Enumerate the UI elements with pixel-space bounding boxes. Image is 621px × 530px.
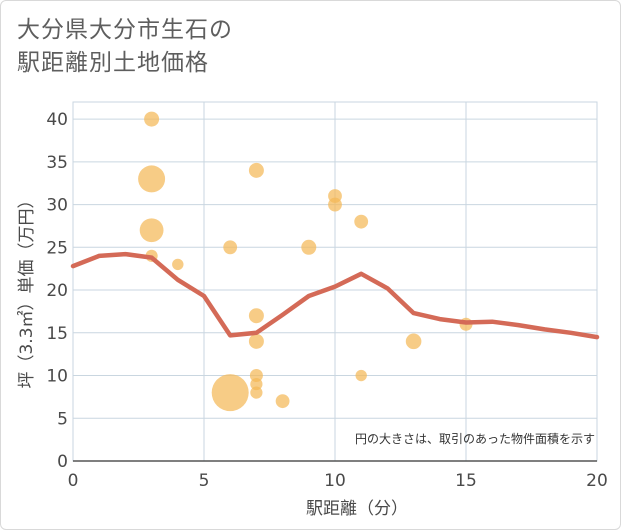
trend-line-layer (70, 251, 600, 340)
bubble-point-12 (250, 386, 263, 399)
bubble-point-13 (275, 394, 290, 409)
y-tick-label: 5 (57, 409, 68, 429)
bubble-point-18 (355, 369, 367, 382)
x-tick-label: 0 (68, 471, 79, 491)
bubble-point-11 (250, 377, 263, 391)
bubble-point-2 (139, 218, 164, 243)
grid (72, 101, 598, 462)
chart-title-line-2: 駅距離別土地価格 (17, 50, 209, 76)
bubble-point-14 (301, 239, 317, 255)
trend-line (70, 251, 600, 340)
bubble-point-17 (354, 214, 369, 229)
y-tick-label: 0 (57, 452, 68, 472)
x-tick-label: 20 (586, 471, 608, 491)
x-axis-label: 駅距離（分） (306, 499, 408, 519)
x-tick-label: 15 (455, 471, 477, 491)
chart-title-line-1: 大分県大分市生石の (17, 17, 233, 43)
bubble-point-8 (248, 308, 264, 324)
bubble-point-19 (405, 333, 422, 350)
y-tick-label: 10 (46, 367, 68, 387)
tick-labels: 0 5 10 15 20 25 30 35 40 0 5 10 15 20 (46, 110, 607, 491)
bubble-point-0 (144, 111, 160, 127)
bubble-point-10 (249, 369, 263, 383)
bubble-point-5 (223, 240, 238, 255)
chart-title: 大分県大分市生石の 駅距離別土地価格 (17, 14, 233, 80)
bubbles (138, 111, 473, 412)
bubble-point-9 (248, 333, 264, 349)
x-tick-label: 5 (199, 471, 210, 491)
bubble-point-4 (172, 258, 184, 271)
bubble-point-16 (328, 197, 342, 212)
y-tick-label: 25 (46, 238, 68, 258)
y-axis-label: 坪（3.3㎡）単価（万円） (17, 191, 37, 388)
bubble-point-1 (138, 165, 166, 193)
size-note: 円の大きさは、取引のあった物件面積を示す (355, 431, 595, 446)
y-tick-label: 35 (46, 153, 68, 173)
y-tick-label: 30 (46, 196, 68, 216)
y-tick-label: 15 (46, 324, 68, 344)
x-tick-label: 10 (324, 471, 346, 491)
bubble-point-7 (248, 162, 264, 178)
bubble-point-6 (211, 374, 249, 412)
y-tick-label: 20 (46, 281, 68, 301)
y-tick-label: 40 (46, 110, 68, 130)
